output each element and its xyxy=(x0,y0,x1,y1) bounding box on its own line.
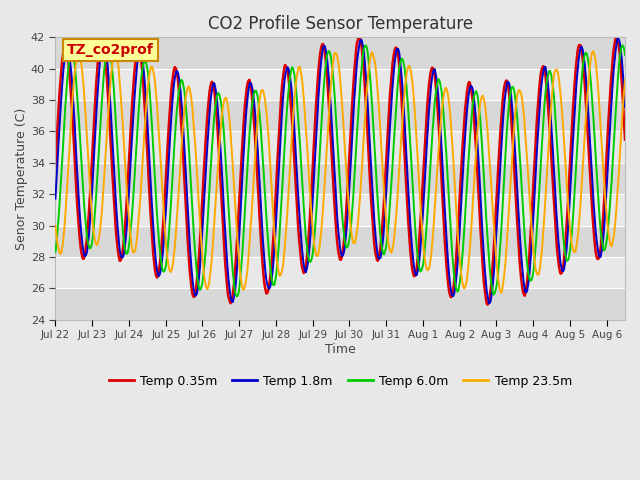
Bar xyxy=(56,163,625,194)
Bar xyxy=(56,37,625,69)
Bar xyxy=(56,100,625,132)
Bar xyxy=(56,132,625,163)
Bar xyxy=(56,257,625,288)
X-axis label: Time: Time xyxy=(325,343,356,356)
Legend: Temp 0.35m, Temp 1.8m, Temp 6.0m, Temp 23.5m: Temp 0.35m, Temp 1.8m, Temp 6.0m, Temp 2… xyxy=(104,370,577,393)
Title: CO2 Profile Sensor Temperature: CO2 Profile Sensor Temperature xyxy=(207,15,473,33)
Text: TZ_co2prof: TZ_co2prof xyxy=(67,43,154,57)
Bar xyxy=(56,194,625,226)
Bar xyxy=(56,69,625,100)
Y-axis label: Senor Temperature (C): Senor Temperature (C) xyxy=(15,108,28,250)
Bar xyxy=(56,288,625,320)
Bar xyxy=(56,226,625,257)
